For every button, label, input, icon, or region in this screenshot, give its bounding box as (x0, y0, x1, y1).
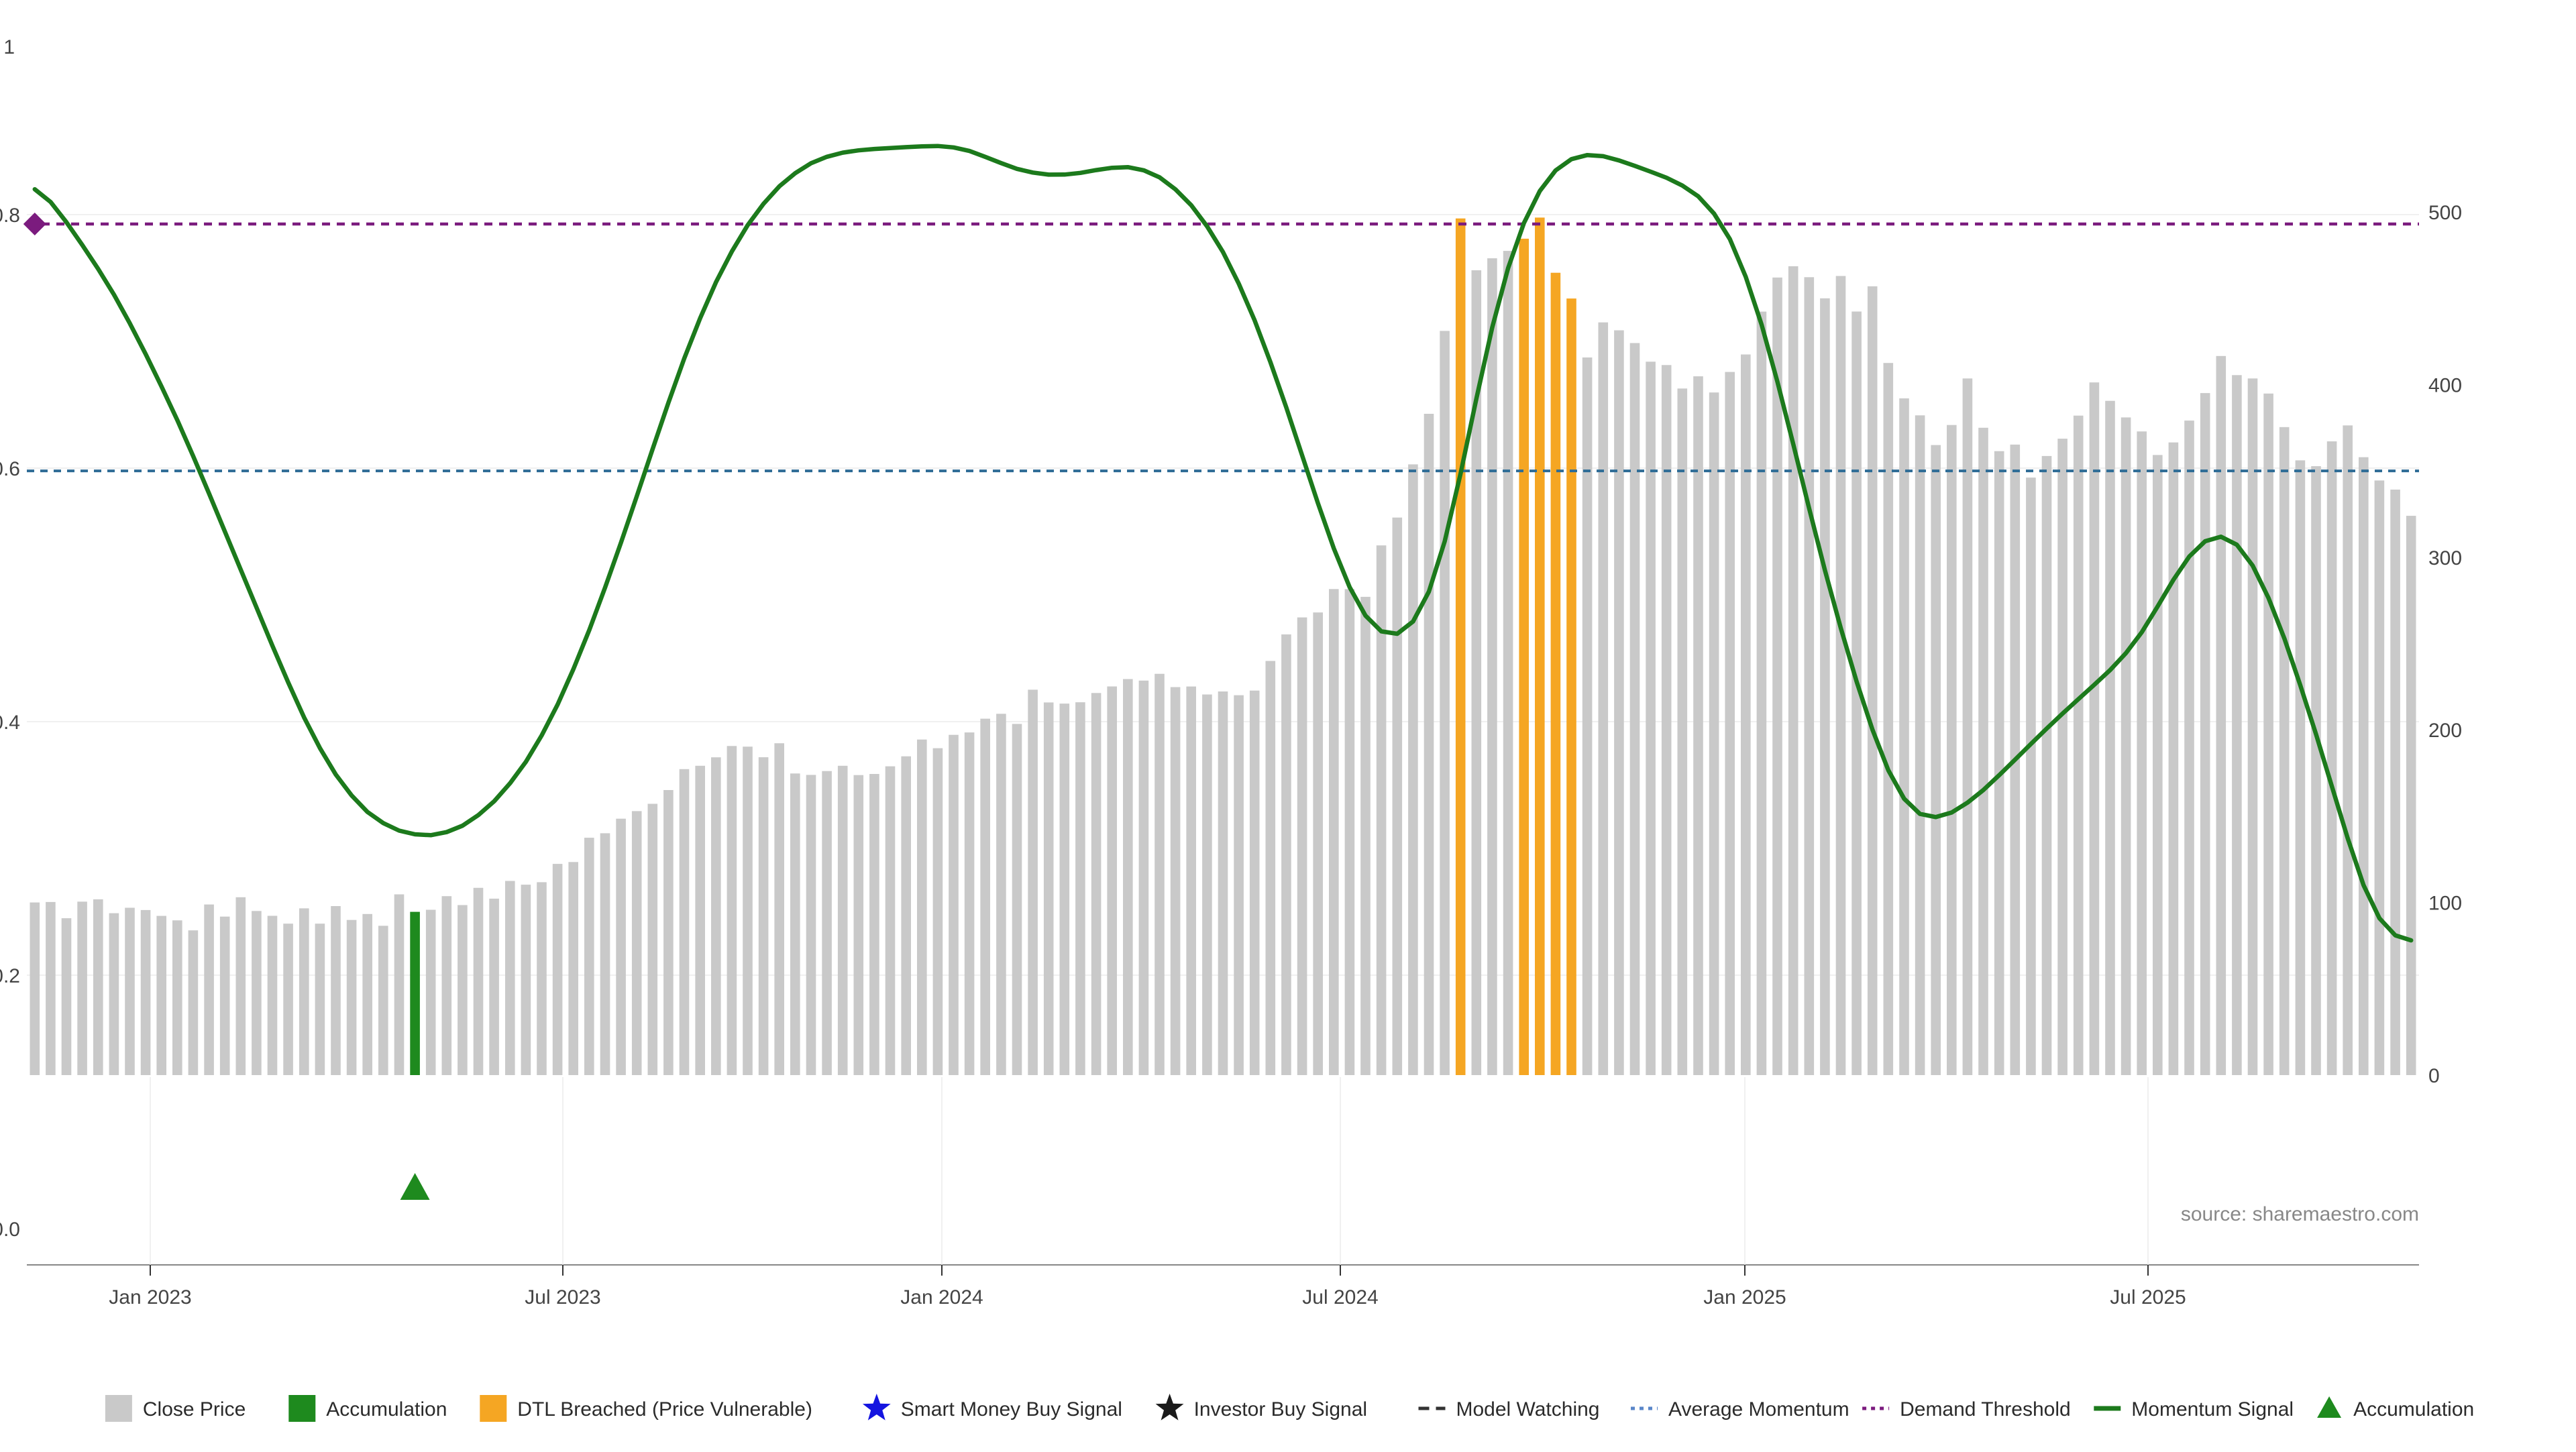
svg-text:Jan 2025: Jan 2025 (1703, 1286, 1786, 1308)
svg-text:Accumulation: Accumulation (326, 1398, 447, 1420)
svg-text:Jan 2024: Jan 2024 (900, 1286, 983, 1308)
svg-text:500: 500 (2428, 202, 2462, 224)
svg-text:source: sharemaestro.com: source: sharemaestro.com (2181, 1203, 2419, 1225)
svg-text:0.0: 0.0 (0, 1219, 20, 1241)
svg-text:200: 200 (2428, 720, 2462, 742)
svg-text:1: 1 (3, 36, 15, 58)
svg-text:0.6: 0.6 (0, 458, 20, 480)
svg-text:Jul 2023: Jul 2023 (525, 1286, 600, 1308)
svg-text:Accumulation: Accumulation (2353, 1398, 2474, 1420)
svg-text:400: 400 (2428, 374, 2462, 396)
svg-text:Investor Buy Signal: Investor Buy Signal (1194, 1398, 1367, 1420)
svg-text:100: 100 (2428, 893, 2462, 915)
svg-text:DTL Breached (Price Vulnerable: DTL Breached (Price Vulnerable) (517, 1398, 812, 1420)
svg-text:Smart Money Buy Signal: Smart Money Buy Signal (901, 1398, 1122, 1420)
svg-text:Momentum Signal: Momentum Signal (2131, 1398, 2294, 1420)
svg-text:Jul 2024: Jul 2024 (1302, 1286, 1378, 1308)
svg-text:Average Momentum: Average Momentum (1668, 1398, 1849, 1420)
svg-text:Jul 2025: Jul 2025 (2110, 1286, 2186, 1308)
svg-text:0.8: 0.8 (0, 205, 20, 227)
svg-text:Demand Threshold: Demand Threshold (1900, 1398, 2071, 1420)
svg-text:Jan 2023: Jan 2023 (109, 1286, 191, 1308)
svg-text:0.2: 0.2 (0, 965, 20, 987)
svg-text:Close Price: Close Price (143, 1398, 246, 1420)
svg-text:0.4: 0.4 (0, 712, 20, 734)
svg-text:0: 0 (2428, 1065, 2440, 1087)
svg-text:Model Watching: Model Watching (1456, 1398, 1600, 1420)
svg-text:300: 300 (2428, 547, 2462, 569)
